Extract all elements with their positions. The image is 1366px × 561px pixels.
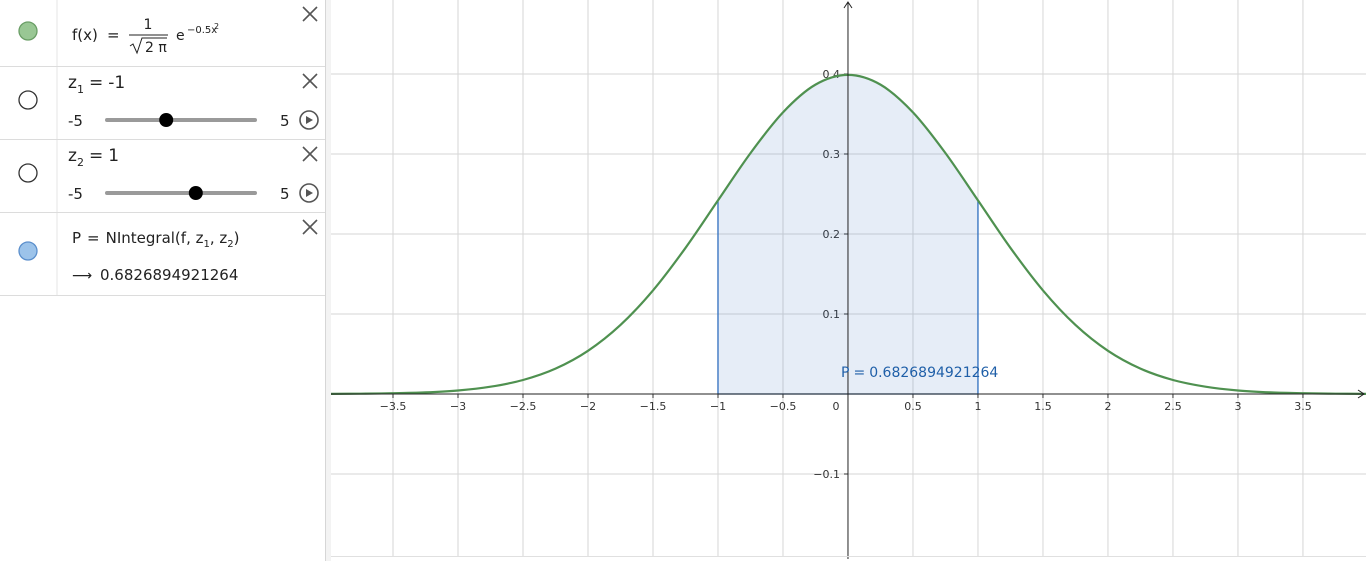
x-tick-label: 0 xyxy=(832,400,839,413)
x-tick-label: −3.5 xyxy=(380,400,407,413)
label-value: 0.6826894921264 xyxy=(869,365,998,381)
slider-min: -5 xyxy=(68,112,83,130)
x-tick-label: −2 xyxy=(580,400,596,413)
slider-value: 1 xyxy=(108,146,119,166)
command-text: ) xyxy=(234,229,240,247)
operator: = xyxy=(107,26,120,44)
visibility-toggle[interactable] xyxy=(18,163,38,183)
integral-definition: P = NIntegral(f, z1, z2) xyxy=(72,229,240,250)
slider-min: -5 xyxy=(68,185,83,203)
variable-name: z xyxy=(68,146,77,166)
visibility-toggle[interactable] xyxy=(18,90,38,110)
slider-knob[interactable] xyxy=(188,186,203,200)
command-text: , z xyxy=(210,229,228,247)
subscript: 2 xyxy=(77,156,84,169)
delete-button[interactable] xyxy=(302,6,318,22)
x-tick-label: 3.5 xyxy=(1294,400,1312,413)
exponent-power: 2 xyxy=(214,22,219,31)
delete-button[interactable] xyxy=(302,73,318,89)
panel-splitter[interactable] xyxy=(325,0,331,561)
slider-definition: z2 = 1 xyxy=(68,146,119,169)
exponent: −0.5x xyxy=(187,25,217,36)
algebra-panel xyxy=(0,0,331,561)
result-value: 0.6826894921264 xyxy=(100,266,238,284)
integral-label[interactable]: P = 0.6826894921264 xyxy=(841,365,998,381)
play-triangle[interactable] xyxy=(306,116,313,124)
label-name: P xyxy=(841,365,849,381)
slider-max: 5 xyxy=(280,185,290,203)
play-triangle[interactable] xyxy=(306,189,313,197)
operator: = xyxy=(89,146,103,166)
base: e xyxy=(176,28,185,44)
x-tick-label: 1 xyxy=(974,400,981,413)
operator: = xyxy=(89,73,103,93)
result-arrow: ⟶ xyxy=(72,268,92,284)
delete-icon[interactable] xyxy=(302,73,318,89)
y-tick-label: −0.1 xyxy=(813,468,840,481)
delete-button[interactable] xyxy=(302,146,318,162)
y-tick-label: 0.1 xyxy=(822,308,840,321)
operator: = xyxy=(87,229,100,247)
visibility-toggle[interactable] xyxy=(18,241,38,261)
x-axis-arrow xyxy=(1357,389,1365,399)
delete-icon[interactable] xyxy=(302,219,318,235)
x-tick-label: 1.5 xyxy=(1034,400,1052,413)
y-tick-label: 0.3 xyxy=(822,148,840,161)
graphics-view: −3.5 −3 −2.5 −2 −1.5 −1 −0.5 0 0.5 1 1.5 2 2.5 3 3.5 −0… xyxy=(331,0,1366,559)
delete-icon[interactable] xyxy=(302,146,318,162)
delete-icon[interactable] xyxy=(302,6,318,22)
x-tick-label: −1.5 xyxy=(640,400,667,413)
y-axis-arrow xyxy=(843,1,853,9)
variable-name: z xyxy=(68,73,77,93)
x-tick-label: 3 xyxy=(1234,400,1241,413)
function-lhs: f(x) xyxy=(72,26,98,44)
x-tick-label: −2.5 xyxy=(510,400,537,413)
x-tick-label: 2.5 xyxy=(1164,400,1182,413)
x-tick-label: −1 xyxy=(710,400,726,413)
radical-sign xyxy=(129,37,167,55)
x-tick-label: −0.5 xyxy=(770,400,797,413)
radicand: 2 π xyxy=(145,40,167,56)
slider-value: -1 xyxy=(108,73,125,93)
y-tick-label: 0.2 xyxy=(822,228,840,241)
slider-max: 5 xyxy=(280,112,290,130)
subscript: 1 xyxy=(77,83,84,96)
delete-button[interactable] xyxy=(302,219,318,235)
subscript: 1 xyxy=(203,239,209,250)
y-tick-label: 0.4 xyxy=(822,68,840,81)
slider-definition: z1 = -1 xyxy=(68,73,125,96)
x-tick-label: −3 xyxy=(450,400,466,413)
command-text: NIntegral(f, z xyxy=(106,229,204,247)
x-tick-label: 0.5 xyxy=(904,400,922,413)
subscript: 2 xyxy=(227,239,233,250)
visibility-toggle[interactable] xyxy=(18,21,38,41)
slider-knob[interactable] xyxy=(159,113,174,127)
numerator: 1 xyxy=(144,17,153,33)
x-tick-label: 2 xyxy=(1104,400,1111,413)
play-button[interactable] xyxy=(299,110,319,130)
lhs: P xyxy=(72,229,81,247)
label-operator: = xyxy=(853,365,865,381)
play-button[interactable] xyxy=(299,183,319,203)
